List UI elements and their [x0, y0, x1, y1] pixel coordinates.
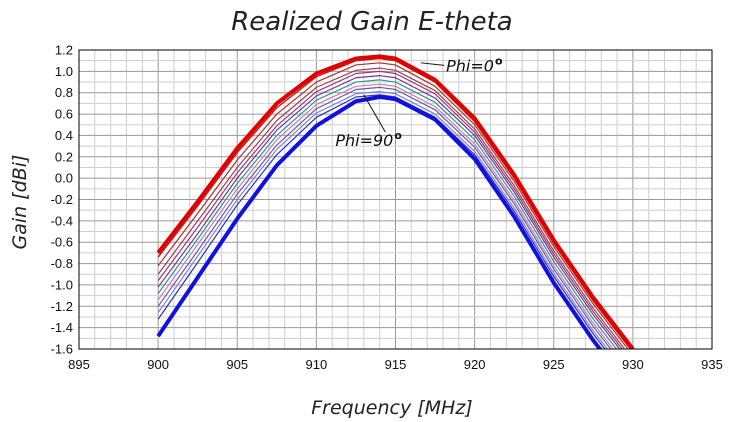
y-tick-label: -0.2	[51, 192, 73, 207]
x-tick-label: 925	[543, 357, 565, 372]
y-tick-label: 0.6	[55, 107, 73, 122]
x-tick-label: 895	[68, 357, 90, 372]
x-tick-label: 900	[147, 357, 169, 372]
series-line-6	[157, 79, 618, 349]
x-tick-label: 930	[622, 357, 644, 372]
y-tick-label: -1.0	[51, 277, 73, 292]
x-axis-label: Frequency [MHz]	[311, 397, 472, 419]
y-tick-label: -1.2	[51, 299, 73, 314]
y-tick-label: 1.0	[55, 64, 73, 79]
y-tick-labels: 1.2 1.0 0.8 0.6 0.4 0.2 0.0 -0.2 -0.4 -0.6 -0.8 -1.…	[51, 43, 73, 357]
annotation-sup-1: o	[394, 129, 402, 142]
x-tick-label: 935	[701, 357, 723, 372]
x-tick-label: 915	[385, 357, 407, 372]
x-tick-label: 910	[306, 357, 328, 372]
annotation-label-1: Phi=90	[335, 131, 393, 150]
series-line-3	[157, 67, 626, 349]
series-lines	[156, 54, 635, 349]
y-tick-label: 0.4	[55, 128, 73, 143]
y-tick-label: 1.2	[55, 43, 73, 58]
series-line-0	[156, 54, 635, 349]
annotation-leader-0	[420, 62, 445, 66]
series-line-10	[157, 94, 606, 349]
y-tick-label: -1.4	[51, 320, 73, 335]
x-tick-labels: 895 900 905 910 915 920 925 930 935	[68, 357, 723, 372]
y-tick-label: -1.6	[51, 342, 73, 357]
series-line-2	[157, 62, 629, 349]
y-tick-label: -0.8	[51, 256, 73, 271]
chart-title: Realized Gain E-theta	[231, 7, 513, 37]
series-line-9	[157, 91, 609, 349]
series-line-8	[157, 86, 612, 349]
series-line-4	[157, 70, 623, 349]
annotation-leader-1	[363, 94, 386, 133]
y-tick-label: 0.0	[55, 171, 73, 186]
plot-frame	[78, 49, 713, 350]
y-tick-label: -0.4	[51, 213, 73, 228]
grid	[78, 49, 713, 350]
series-line-7	[157, 83, 614, 349]
y-tick-label: 0.2	[55, 149, 73, 164]
x-tick-label: 920	[464, 357, 486, 372]
y-axis-label: Gain [dBi]	[9, 155, 31, 250]
annotation-sup-0: o	[495, 54, 503, 67]
y-tick-label: -0.6	[51, 235, 73, 250]
y-tick-label: 0.8	[55, 85, 73, 100]
x-tick-label: 905	[226, 357, 248, 372]
series-line-5	[157, 75, 621, 349]
annotation-label-0: Phi=0	[446, 56, 494, 75]
series-line-11	[156, 94, 603, 349]
